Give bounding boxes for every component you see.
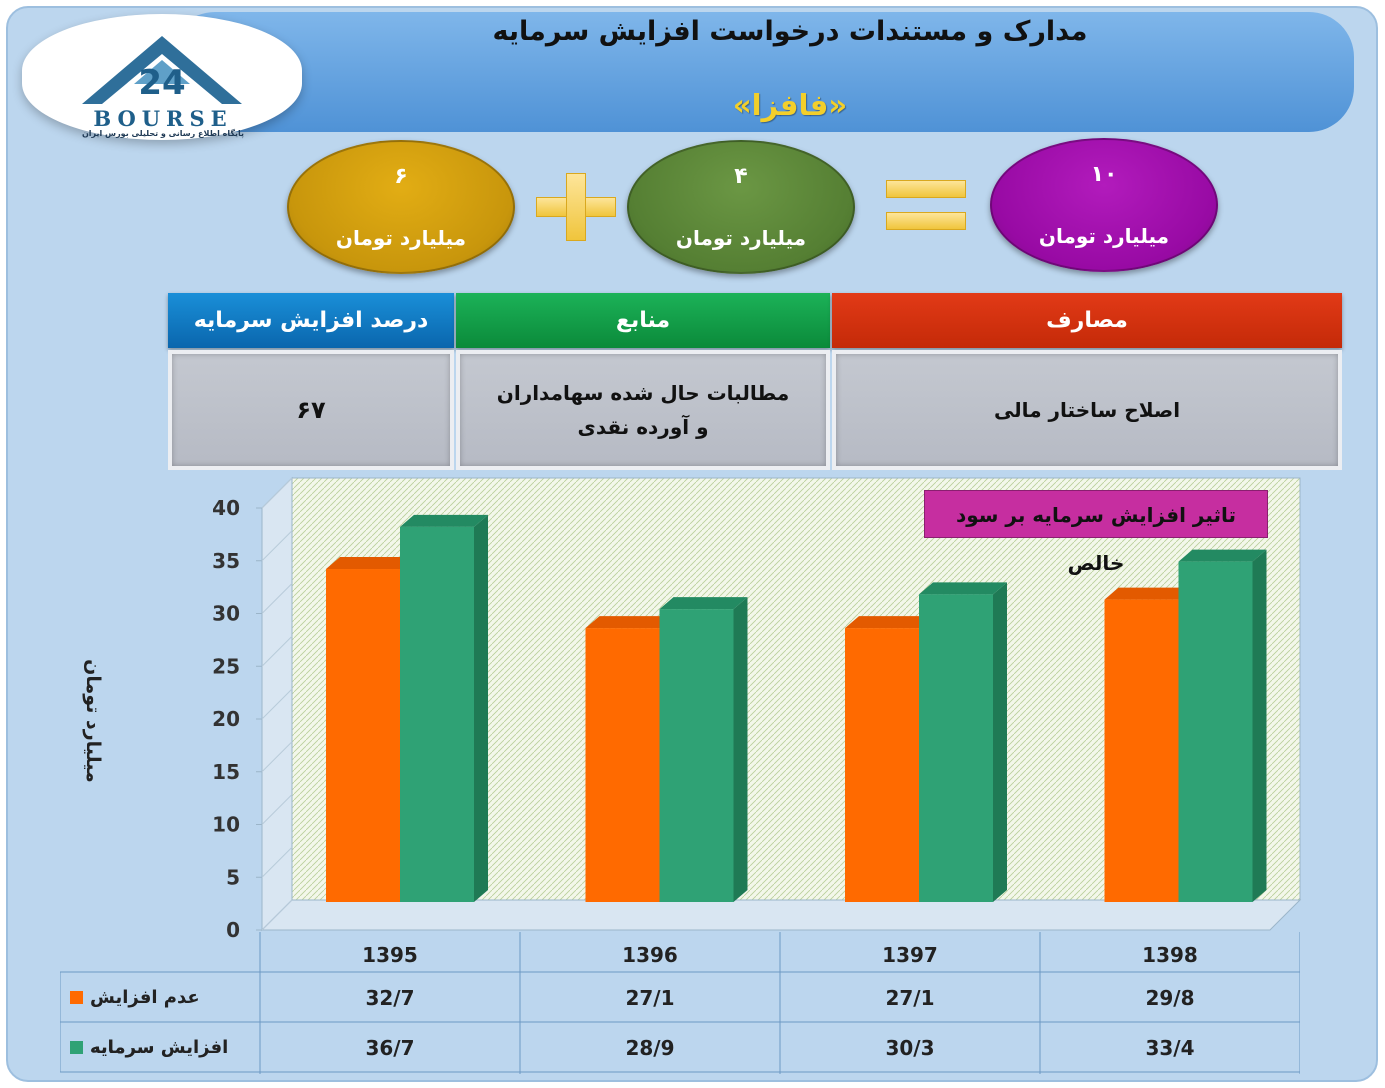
data-label: 33/4 (1145, 1036, 1195, 1060)
header-band (170, 12, 1354, 132)
equation-middle-oval: ۴ میلیارد تومان (627, 140, 855, 274)
chart-floor (260, 899, 1302, 931)
x-tick-label: 1395 (362, 943, 418, 967)
legend-entry-increase: افزایش سرمایه (60, 1023, 260, 1073)
bar-top (400, 514, 488, 527)
y-grid-stub (261, 846, 293, 878)
bar-side (1252, 549, 1267, 902)
bar-top (1178, 549, 1267, 562)
data-label: 36/7 (365, 1036, 415, 1060)
y-tick-label: 5 (226, 865, 240, 889)
page-title: مدارک و مستندات درخواست افزایش سرمایه (492, 16, 1088, 47)
bar-increase-1396 (659, 597, 748, 902)
legend-swatch-orange (70, 991, 83, 1004)
equation-middle-unit: میلیارد تومان (675, 226, 807, 250)
bar-increase-1395 (400, 514, 488, 902)
bar-top (845, 616, 933, 629)
bar-top (585, 616, 674, 629)
equation-middle-value: ۴ (734, 164, 748, 189)
bar-side (733, 597, 748, 902)
bar-face (1178, 561, 1253, 902)
y-grid-stub (261, 899, 293, 931)
data-label: 30/3 (885, 1036, 935, 1060)
equals-sign-icon (886, 180, 966, 232)
y-tick-label: 0 (226, 918, 240, 942)
bar-top (1104, 587, 1193, 600)
data-label: 32/7 (365, 986, 415, 1010)
logo-tagline: پایگاه اطلاع رسانی و تحلیلی بورس ایران (81, 129, 245, 138)
x-tick-label: 1396 (622, 943, 678, 967)
bar-increase-1398 (1178, 549, 1267, 902)
chart-data-table: 1395 1396 1397 1398 عدم افزایش سرمایه 32/7 2… (60, 932, 1300, 1074)
y-grid-stub (261, 741, 293, 773)
equation-result-value: ۱۰ (1090, 162, 1118, 187)
bar-face (659, 609, 734, 902)
bourse24-logo: 24 BOURSE پایگاه اطلاع رسانی و تحلیلی بو… (22, 14, 302, 140)
bar-face (919, 594, 993, 902)
value-percent: ۶۷ (168, 350, 454, 470)
series-row-increase: افزایش سرمایه 36/7 28/9 30/3 33/4 (60, 1023, 1300, 1073)
logo-word: BOURSE (93, 106, 233, 131)
bar-face (1104, 599, 1179, 902)
bar-top (919, 582, 1007, 595)
bar-face (845, 628, 919, 902)
plus-sign-icon (536, 173, 616, 241)
header-uses: مصارف (832, 293, 1342, 348)
y-tick-label: 25 (212, 654, 240, 678)
x-tick-label: 1398 (1142, 943, 1198, 967)
data-label: 27/1 (885, 986, 935, 1010)
category-row: 1395 1396 1397 1398 (60, 932, 1300, 982)
x-tick-label: 1397 (882, 943, 938, 967)
bar-face (585, 628, 660, 902)
value-sources: مطالبات حال شده سهامداران و آورده نقدی (456, 350, 830, 470)
legend-entry-no-increase: عدم افزایش سرمایه (60, 973, 260, 1058)
y-grid-stub (261, 688, 293, 720)
bar-chart: 0 5 10 15 20 25 30 35 40 میلیارد تومان تاثیر افز… (0, 470, 1385, 1080)
y-tick-label: 35 (212, 549, 240, 573)
bar-top (326, 557, 414, 570)
y-axis-title: میلیارد تومان (82, 659, 104, 783)
equation-result-unit: میلیارد تومان (1038, 224, 1170, 248)
header-sources: منابع (456, 293, 830, 348)
y-tick-label: 20 (212, 707, 240, 731)
chart-canvas: 0 5 10 15 20 25 30 35 40 (212, 476, 1302, 942)
equation-left-unit: میلیارد تومان (335, 226, 467, 250)
equation-result-oval: ۱۰ میلیارد تومان (990, 138, 1218, 272)
bar-top (659, 597, 748, 610)
bar-side (474, 514, 488, 902)
data-label: 28/9 (625, 1036, 675, 1060)
bar-side (993, 582, 1007, 902)
data-label: 29/8 (1145, 986, 1195, 1010)
equation-left-oval: ۶ میلیارد تومان (287, 140, 515, 274)
header-percent: درصد افزایش سرمایه (168, 293, 454, 348)
y-grid-stub (261, 530, 293, 562)
y-tick-label: 40 (212, 496, 240, 520)
legend-swatch-green (70, 1041, 83, 1054)
bar-face (326, 569, 400, 902)
y-tick-label: 10 (212, 813, 240, 837)
bar-increase-1397 (919, 582, 1007, 902)
logo-mark-text: 24 (138, 63, 185, 103)
company-name: «فافزا» (732, 88, 848, 122)
equation-left-value: ۶ (394, 164, 408, 189)
value-uses: اصلاح ساختار مالی (832, 350, 1342, 470)
y-tick-label: 15 (212, 760, 240, 784)
y-grid-stub (261, 794, 293, 825)
y-grid-stub (261, 477, 293, 509)
logo-mark-icon: 24 (82, 36, 242, 104)
series-row-no-increase: عدم افزایش سرمایه 32/7 27/1 27/1 29/8 (60, 973, 1300, 1058)
y-tick-label: 30 (212, 602, 240, 626)
y-grid-stub (261, 583, 293, 614)
chart-title: تاثیر افزایش سرمایه بر سود خالص (924, 490, 1268, 575)
data-label: 27/1 (625, 986, 675, 1010)
y-grid-stub (261, 635, 293, 667)
bar-face (400, 526, 474, 902)
